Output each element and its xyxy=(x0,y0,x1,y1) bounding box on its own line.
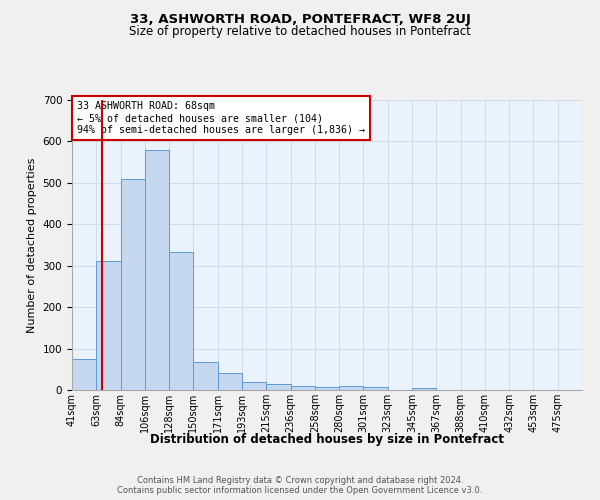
Bar xyxy=(339,386,364,390)
Bar xyxy=(266,384,290,390)
Bar xyxy=(315,386,339,390)
Text: Size of property relative to detached houses in Pontefract: Size of property relative to detached ho… xyxy=(129,25,471,38)
Bar xyxy=(290,386,315,390)
Bar xyxy=(169,252,193,390)
Bar xyxy=(364,387,388,390)
Bar xyxy=(121,178,145,390)
Bar xyxy=(242,382,266,390)
Text: Contains HM Land Registry data © Crown copyright and database right 2024.: Contains HM Land Registry data © Crown c… xyxy=(137,476,463,485)
Y-axis label: Number of detached properties: Number of detached properties xyxy=(27,158,37,332)
Bar xyxy=(145,150,169,390)
Text: 33 ASHWORTH ROAD: 68sqm
← 5% of detached houses are smaller (104)
94% of semi-de: 33 ASHWORTH ROAD: 68sqm ← 5% of detached… xyxy=(77,102,365,134)
Bar xyxy=(96,260,121,390)
Bar xyxy=(412,388,436,390)
Bar xyxy=(72,359,96,390)
Text: 33, ASHWORTH ROAD, PONTEFRACT, WF8 2UJ: 33, ASHWORTH ROAD, PONTEFRACT, WF8 2UJ xyxy=(130,12,470,26)
Bar xyxy=(193,362,218,390)
Text: Contains public sector information licensed under the Open Government Licence v3: Contains public sector information licen… xyxy=(118,486,482,495)
Text: Distribution of detached houses by size in Pontefract: Distribution of detached houses by size … xyxy=(150,432,504,446)
Bar xyxy=(218,374,242,390)
